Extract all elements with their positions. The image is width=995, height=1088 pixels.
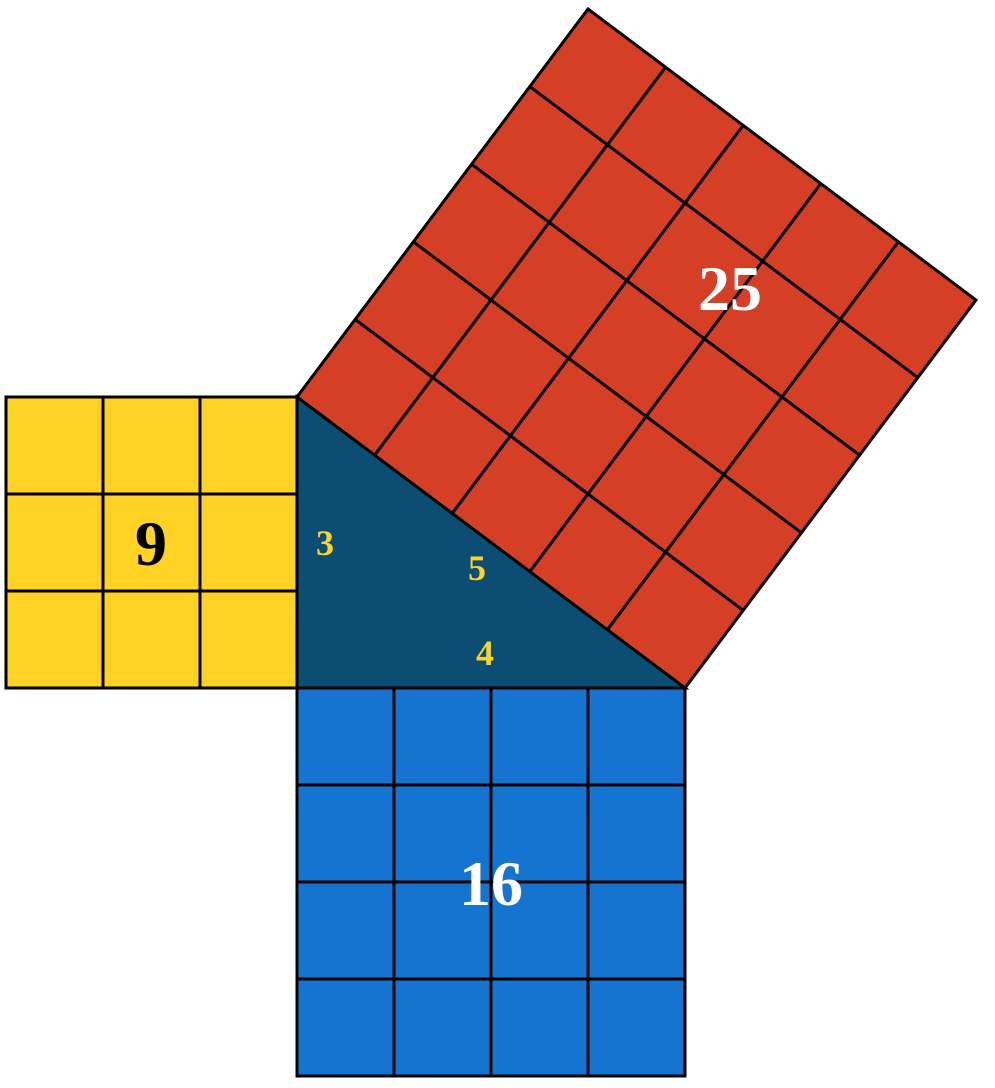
blue-square: 16 <box>297 688 685 1076</box>
yellow-square-label: 9 <box>135 508 167 579</box>
triangle-side-a: 3 <box>316 523 334 563</box>
triangle-side-b: 4 <box>476 633 494 673</box>
pythagorean-diagram: 9 16 25 3 5 4 <box>0 0 995 1088</box>
triangle-side-c: 5 <box>468 548 486 588</box>
blue-square-label: 16 <box>459 848 523 919</box>
red-square-label: 25 <box>698 253 762 324</box>
yellow-square: 9 <box>6 397 297 688</box>
